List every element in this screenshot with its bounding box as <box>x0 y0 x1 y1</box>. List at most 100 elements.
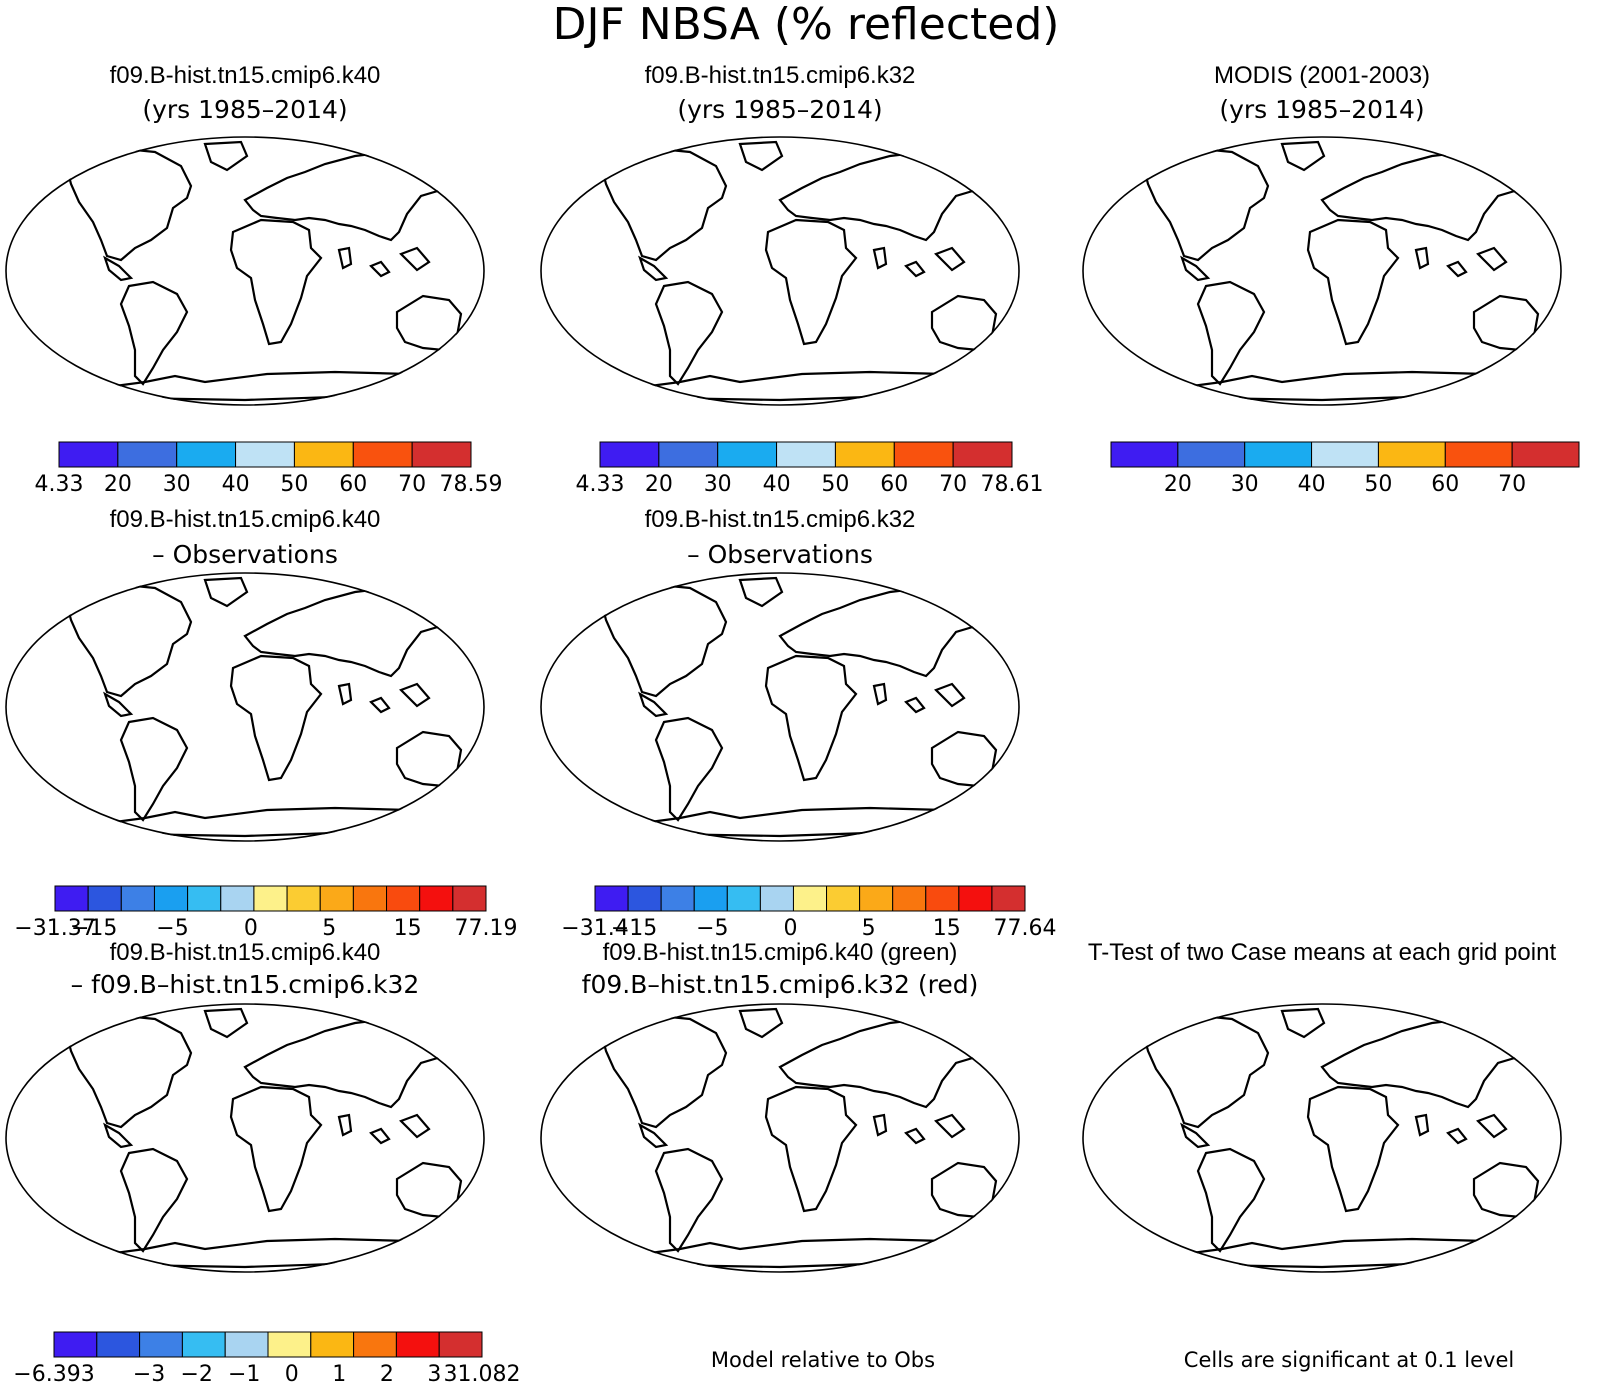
colorbar-swatch <box>599 441 660 468</box>
panel-subtitle: (yrs 1985–2014) <box>142 95 347 124</box>
colorbar-swatch <box>594 885 629 912</box>
figure-title: DJF NBSA (% reflected) <box>553 0 1060 50</box>
map-border <box>5 572 485 842</box>
colorbar-swatch <box>958 885 993 912</box>
colorbar-tick-label: 0 <box>285 1362 299 1385</box>
panel-subtitle: – Observations <box>687 540 873 569</box>
panel-note: Cells are significant at 0.1 level <box>1184 1348 1514 1372</box>
colorbar-tick-label: 77.64 <box>994 916 1057 941</box>
colorbar-swatch <box>54 885 89 912</box>
colorbar-tick-label: 0 <box>784 916 798 941</box>
colorbar-swatch <box>1177 441 1246 468</box>
colorbar-tick-label: 60 <box>339 472 367 497</box>
colorbar-swatch <box>834 441 895 468</box>
map-panel-5: f09.B-hist.tn15.cmip6.k32 – Observations −… <box>540 506 1057 941</box>
colorbar-swatch <box>386 885 421 912</box>
colorbar-tick-label: 60 <box>880 472 908 497</box>
colorbar-tick-label: 4.33 <box>35 472 84 497</box>
panel-subtitle: (yrs 1985–2014) <box>1219 95 1424 124</box>
colorbar-tick-label: −15 <box>71 916 117 941</box>
panel-title: f09.B-hist.tn15.cmip6.k32 <box>645 62 916 89</box>
colorbar-swatch <box>286 885 321 912</box>
colorbar-swatch <box>187 885 222 912</box>
colorbar-swatch <box>352 885 388 912</box>
map-panel-6: f09.B-hist.tn15.cmip6.k40 – f09.B–hist.tn… <box>5 939 520 1385</box>
map-border <box>1082 136 1562 406</box>
colorbar-swatch <box>352 441 413 468</box>
colorbar-tick-label: 78.61 <box>981 472 1044 497</box>
colorbar-swatch <box>117 441 178 468</box>
colorbar-swatch <box>319 885 354 912</box>
colorbar-swatch <box>438 1331 483 1358</box>
coastline <box>65 1007 477 1269</box>
colorbar-tick-label: −5 <box>156 916 188 941</box>
colorbar-swatch <box>310 1331 355 1358</box>
coastline <box>600 576 1012 838</box>
panel-subtitle: – f09.B–hist.tn15.cmip6.k32 <box>71 970 420 999</box>
colorbar-swatch <box>87 885 122 912</box>
colorbar-tick-label: −3 <box>133 1362 165 1385</box>
colorbar-swatch <box>726 885 761 912</box>
colorbar-swatch <box>1110 441 1179 468</box>
coastline <box>1142 140 1554 402</box>
panel-note: Model relative to Obs <box>711 1348 935 1372</box>
colorbar-swatch <box>419 885 454 912</box>
map-border <box>1082 1003 1562 1273</box>
colorbar-swatch <box>925 885 960 912</box>
colorbar-tick-label: −5 <box>696 916 728 941</box>
world-map <box>1082 136 1562 406</box>
colorbar-tick-label: 2 <box>380 1362 394 1385</box>
map-border <box>5 1003 485 1273</box>
colorbar-tick-label: 30 <box>163 472 191 497</box>
panel-subtitle: (yrs 1985–2014) <box>677 95 882 124</box>
colorbar-swatch <box>1444 441 1513 468</box>
colorbar-swatch <box>253 885 288 912</box>
colorbar-tick-label: −2 <box>180 1362 212 1385</box>
colorbar-tick-label: 5 <box>862 916 876 941</box>
colorbar-swatch <box>776 441 836 468</box>
colorbar-tick-label: −31.4 <box>561 916 628 941</box>
colorbar-swatch <box>693 885 728 912</box>
colorbar-swatch <box>96 1331 141 1358</box>
colorbar-swatch <box>717 441 778 468</box>
world-map <box>540 136 1020 406</box>
colorbar-swatch <box>892 885 927 912</box>
colorbar-swatch <box>395 1331 440 1358</box>
colorbar-swatch <box>627 885 662 912</box>
colorbar-swatch <box>658 441 719 468</box>
panel-title: f09.B-hist.tn15.cmip6.k40 <box>110 506 381 533</box>
colorbar-swatch <box>991 885 1026 912</box>
coastline <box>600 140 1012 402</box>
colorbar-tick-label: 70 <box>1498 472 1526 497</box>
map-panel-4: f09.B-hist.tn15.cmip6.k40 – Observations −… <box>5 506 517 941</box>
world-map <box>5 1003 485 1273</box>
map-panel-1: f09.B-hist.tn15.cmip6.k40 (yrs 1985–2014)… <box>5 62 503 497</box>
colorbar-swatch <box>893 441 954 468</box>
colorbar-swatch <box>411 441 472 468</box>
coastline <box>600 1007 1012 1269</box>
colorbar-tick-label: −31.37 <box>14 916 95 941</box>
colorbar: 4.33 20 30 40 50 60 70 78.61 <box>576 441 1044 497</box>
world-map <box>540 572 1020 842</box>
colorbar-swatch <box>235 441 295 468</box>
world-map <box>1082 1003 1562 1273</box>
panel-title: f09.B-hist.tn15.cmip6.k40 <box>110 939 381 966</box>
colorbar-swatch <box>952 441 1013 468</box>
colorbar-swatch <box>1311 441 1379 468</box>
colorbar-swatch <box>1377 441 1446 468</box>
colorbar: 4.33 20 30 40 50 60 70 78.59 <box>35 441 503 497</box>
colorbar: −31.4−15 −5 0 5 15 77.64 <box>561 885 1057 941</box>
colorbar-tick-label: 70 <box>398 472 426 497</box>
colorbar: −6.393 −3 −2 −1 0 1 2 3 31.082 <box>13 1331 520 1385</box>
colorbar-swatch <box>792 885 828 912</box>
colorbar-tick-label: 3 <box>427 1362 441 1385</box>
colorbar-tick-label: 20 <box>1164 472 1192 497</box>
land-fill <box>1144 1009 1552 1267</box>
coastline <box>65 576 477 838</box>
colorbar-tick-label: 78.59 <box>440 472 503 497</box>
coastline <box>1142 1007 1554 1269</box>
colorbar-swatch <box>120 885 155 912</box>
colorbar-swatch <box>452 885 487 912</box>
colorbar-tick-label: −1 <box>228 1362 260 1385</box>
